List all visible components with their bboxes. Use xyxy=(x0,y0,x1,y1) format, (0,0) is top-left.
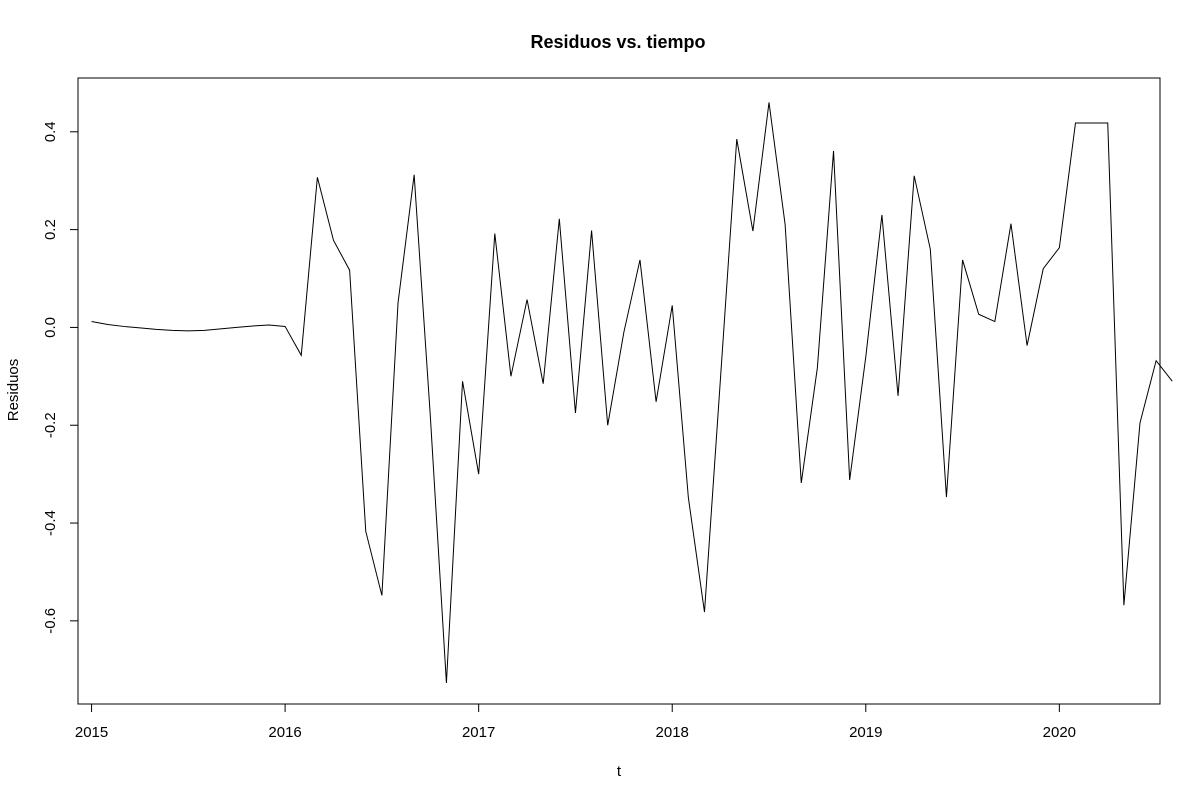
x-tick-label: 2016 xyxy=(268,724,301,741)
x-tick-label: 2015 xyxy=(75,724,108,741)
x-axis: 2015 2016 2017 2018 2019 2020 xyxy=(75,703,1076,741)
chart-title: Residuos vs. tiempo xyxy=(530,32,705,52)
x-tick-label: 2019 xyxy=(849,724,882,741)
y-tick-label: -0.4 xyxy=(42,510,59,536)
x-tick-label: 2017 xyxy=(462,724,495,741)
y-tick-label: -0.6 xyxy=(42,608,59,634)
y-tick-label: 0.4 xyxy=(42,121,59,142)
series-group xyxy=(91,102,1173,684)
plot-frame xyxy=(77,77,1161,705)
series-line-0 xyxy=(91,102,1173,684)
x-tick-label: 2020 xyxy=(1043,724,1076,741)
x-axis-label: t xyxy=(617,763,622,780)
y-tick-label: 0.2 xyxy=(42,219,59,240)
y-tick-label: -0.2 xyxy=(42,412,59,438)
y-tick-label: 0.0 xyxy=(42,317,59,338)
x-tick-label: 2018 xyxy=(656,724,689,741)
y-axis: -0.6 -0.4 -0.2 0.0 0.2 0.4 xyxy=(42,121,79,634)
y-axis-label: Residuos xyxy=(5,359,22,422)
